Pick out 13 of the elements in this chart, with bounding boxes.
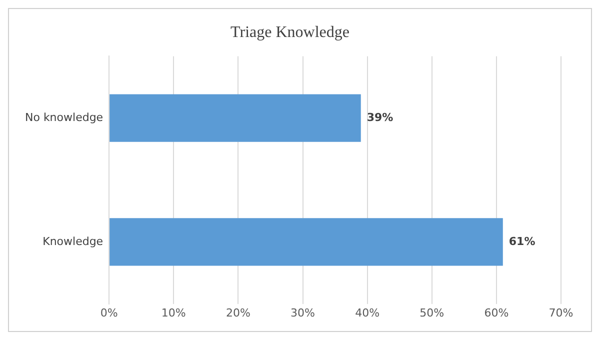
data-label: 61% xyxy=(508,234,536,248)
x-tick-label: 60% xyxy=(484,306,509,320)
chart-title: Triage Knowledge xyxy=(230,24,350,41)
x-tick-label: 40% xyxy=(355,306,380,320)
x-tick-label: 0% xyxy=(100,306,118,320)
x-tick-label: 20% xyxy=(226,306,250,320)
x-tick-label: 30% xyxy=(290,306,315,320)
y-tick-label: No knowledge xyxy=(24,110,104,124)
data-label: 39% xyxy=(366,110,394,124)
x-tick-label: 50% xyxy=(420,306,444,320)
x-tick-label: 10% xyxy=(161,306,186,320)
x-tick-label: 70% xyxy=(548,306,574,320)
y-tick-label: Knowledge xyxy=(42,234,104,248)
